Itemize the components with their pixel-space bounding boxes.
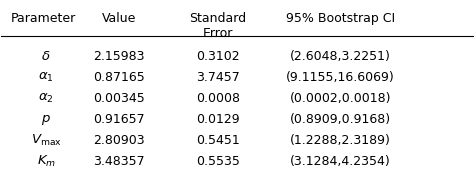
Text: 0.5535: 0.5535 [196, 155, 240, 168]
Text: (2.6048,3.2251): (2.6048,3.2251) [290, 50, 391, 63]
Text: 0.5451: 0.5451 [196, 134, 240, 147]
Text: $\alpha_2$: $\alpha_2$ [38, 92, 54, 105]
Text: Value: Value [102, 11, 137, 25]
Text: 0.3102: 0.3102 [196, 50, 240, 63]
Text: 2.80903: 2.80903 [93, 134, 145, 147]
Text: $\alpha_1$: $\alpha_1$ [38, 71, 54, 84]
Text: Parameter: Parameter [11, 11, 76, 25]
Text: (3.1284,4.2354): (3.1284,4.2354) [290, 155, 391, 168]
Text: 95% Bootstrap CI: 95% Bootstrap CI [286, 11, 395, 25]
Text: $p$: $p$ [41, 113, 51, 127]
Text: $K_m$: $K_m$ [36, 154, 55, 169]
Text: 0.0129: 0.0129 [196, 113, 240, 126]
Text: 0.91657: 0.91657 [93, 113, 145, 126]
Text: (0.0002,0.0018): (0.0002,0.0018) [290, 92, 392, 105]
Text: 0.00345: 0.00345 [93, 92, 145, 105]
Text: (0.8909,0.9168): (0.8909,0.9168) [290, 113, 391, 126]
Text: 3.48357: 3.48357 [93, 155, 145, 168]
Text: Standard
Error: Standard Error [190, 11, 246, 40]
Text: 0.87165: 0.87165 [93, 71, 145, 84]
Text: $V_{\mathrm{max}}$: $V_{\mathrm{max}}$ [31, 133, 62, 148]
Text: 3.7457: 3.7457 [196, 71, 240, 84]
Text: (9.1155,16.6069): (9.1155,16.6069) [286, 71, 395, 84]
Text: 2.15983: 2.15983 [93, 50, 145, 63]
Text: $\delta$: $\delta$ [41, 50, 51, 63]
Text: 0.0008: 0.0008 [196, 92, 240, 105]
Text: (1.2288,2.3189): (1.2288,2.3189) [290, 134, 391, 147]
